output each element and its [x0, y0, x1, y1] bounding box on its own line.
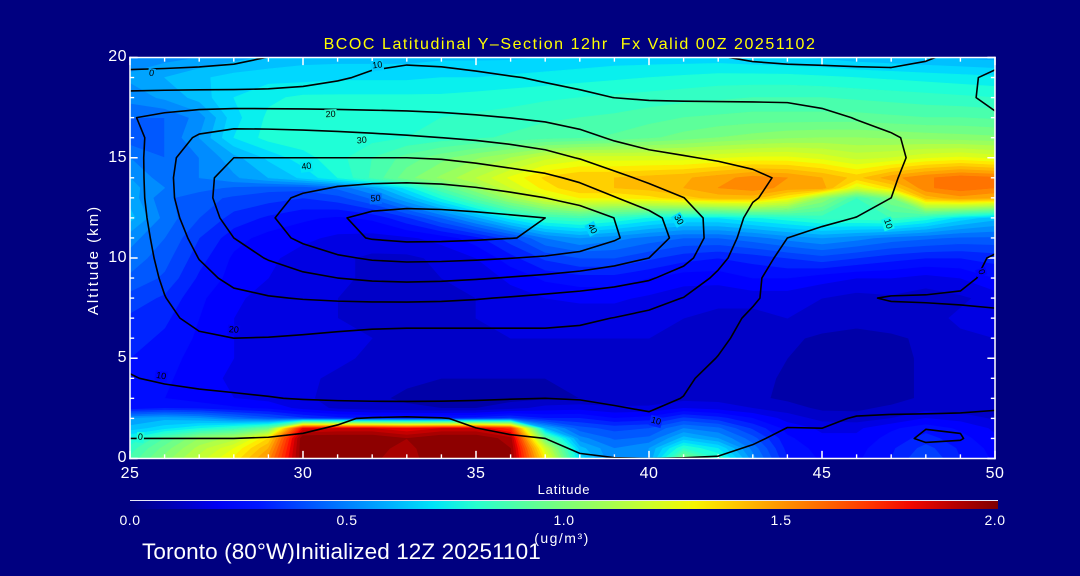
svg-text:10: 10 — [882, 217, 895, 230]
svg-text:0: 0 — [976, 268, 987, 276]
svg-text:20: 20 — [228, 324, 239, 335]
svg-text:10: 10 — [372, 59, 383, 70]
svg-text:20: 20 — [325, 109, 336, 120]
svg-text:30: 30 — [356, 135, 367, 146]
svg-text:0: 0 — [148, 68, 155, 79]
svg-text:40: 40 — [586, 222, 600, 236]
svg-text:30: 30 — [672, 213, 686, 227]
svg-text:0: 0 — [138, 432, 144, 442]
svg-text:10: 10 — [650, 415, 662, 427]
svg-text:40: 40 — [301, 160, 312, 171]
svg-text:10: 10 — [156, 370, 167, 381]
svg-text:50: 50 — [370, 193, 381, 204]
